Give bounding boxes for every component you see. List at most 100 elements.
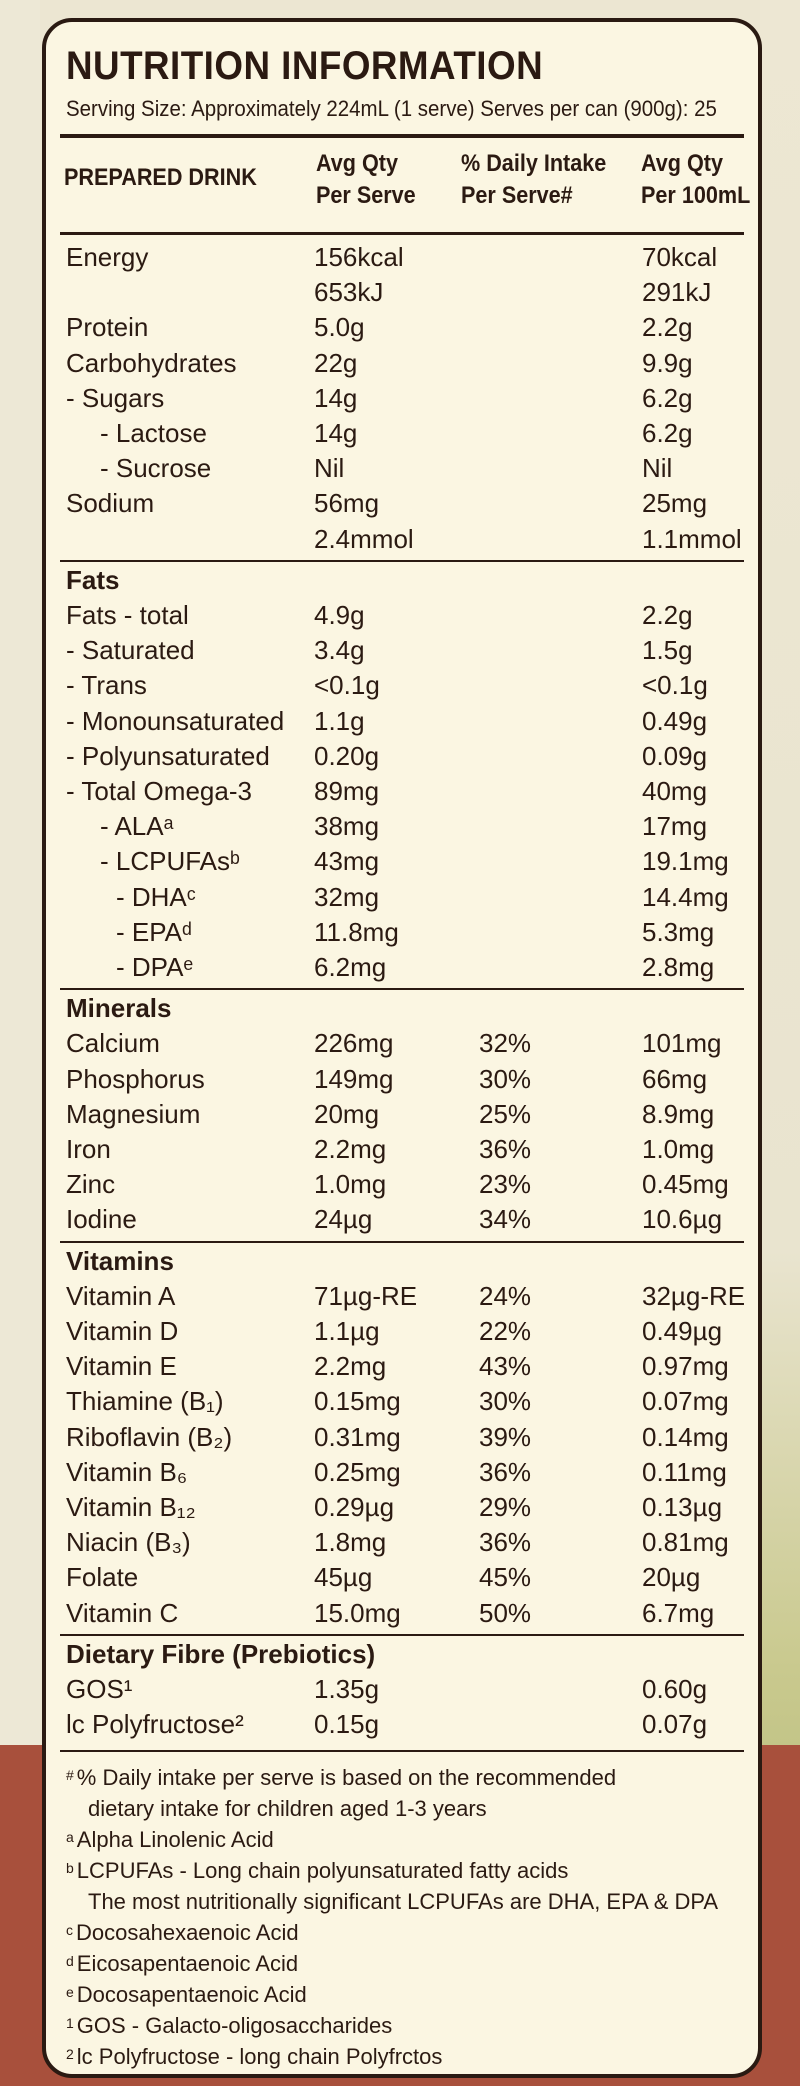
nutrient-name: Fats - total xyxy=(66,600,189,630)
footnotes: #% Daily intake per serve is based on th… xyxy=(66,1762,746,2072)
footnote-marker: c xyxy=(66,1922,73,1939)
nutrition-panel: NUTRITION INFORMATION Serving Size: Appr… xyxy=(42,18,762,2078)
daily-intake: 23% xyxy=(479,1169,532,1200)
footnote-text: GOS - Galacto-oligosaccharides xyxy=(76,2013,393,2039)
nutrient-row: - Sugars 14g 6.2g xyxy=(46,381,758,416)
amount-per-100ml: 2.2g xyxy=(642,600,693,630)
daily-intake: 24% xyxy=(479,1280,532,1311)
amount-per-100ml: 19.1mg xyxy=(642,846,729,877)
footnote: d Eicosapentaenoic Acid xyxy=(66,1948,746,1979)
amount-per-100ml: 14.4mg xyxy=(642,881,729,912)
amount-per-100ml: 1.1mmol xyxy=(642,523,742,554)
footnote: 2 lc Polyfructose - long chain Polyfrctos xyxy=(66,2041,746,2072)
daily-intake: 50% xyxy=(479,1597,532,1628)
amount-per-100ml: 0.49µg xyxy=(642,1316,723,1346)
daily-intake: 45% xyxy=(479,1562,532,1593)
nutrient-row: GOS¹ 1.35g 0.60g xyxy=(46,1672,758,1707)
nutrient-name: lc Polyfructose² xyxy=(66,1709,244,1740)
amount-per-serve: 1.1g xyxy=(314,705,365,736)
nutrient-name: Energy xyxy=(66,242,149,272)
nutrient-name: Calcium xyxy=(66,1028,160,1059)
nutrient-name: - EPAᵈ xyxy=(116,916,192,947)
amount-per-serve: 43mg xyxy=(314,846,380,877)
footnote: 1 GOS - Galacto-oligosaccharides xyxy=(66,2010,746,2041)
nutrient-name: Thiamine (B₁) xyxy=(66,1386,224,1417)
section-heading: Minerals xyxy=(46,991,758,1026)
footnote: c Docosahexaenoic Acid xyxy=(66,1917,746,1948)
daily-intake: 43% xyxy=(479,1351,532,1382)
amount-per-100ml: 9.9g xyxy=(642,347,693,378)
nutrient-row: - Polyunsaturated 0.20g 0.09g xyxy=(46,739,758,774)
footnote-text: LCPUFAs - Long chain polyunsaturated fat… xyxy=(76,1858,569,1884)
nutrient-name: Vitamin D xyxy=(66,1316,179,1346)
nutrient-row: Magnesium 20mg 25% 8.9mg xyxy=(46,1097,758,1132)
amount-per-serve: 1.0mg xyxy=(314,1169,387,1200)
section-divider xyxy=(60,559,744,562)
footnote-marker: 2 xyxy=(66,2046,74,2063)
nutrient-row: - Sucrose Nil Nil xyxy=(46,451,758,486)
footnote-marker: a xyxy=(66,1829,74,1846)
nutrient-row: Vitamin A 71µg-RE 24% 32µg-RE xyxy=(46,1279,758,1314)
nutrient-row: Vitamin C 15.0mg 50% 6.7mg xyxy=(46,1596,758,1631)
nutrient-name: Protein xyxy=(66,312,149,343)
amount-per-100ml: 101mg xyxy=(642,1028,722,1059)
header-avg-qty-serve: Avg Qty Per Serve xyxy=(316,150,416,209)
amount-per-serve: 24µg xyxy=(314,1204,373,1235)
amount-per-serve: 0.25mg xyxy=(314,1456,401,1487)
nutrient-row: Vitamin D 1.1µg 22% 0.49µg xyxy=(46,1314,758,1349)
daily-intake: 22% xyxy=(479,1316,532,1346)
nutrient-name: - DPAᵉ xyxy=(116,952,194,982)
daily-intake: 36% xyxy=(479,1134,532,1164)
footnote: b LCPUFAs - Long chain polyunsaturated fa… xyxy=(66,1855,746,1886)
amount-per-serve: 20mg xyxy=(314,1098,380,1129)
amount-per-100ml: 32µg-RE xyxy=(642,1280,746,1311)
footnote-text: % Daily intake per serve is based on the… xyxy=(76,1765,617,1791)
amount-per-serve: 5.0g xyxy=(314,312,365,343)
nutrient-name: Iodine xyxy=(66,1204,137,1235)
amount-per-serve: 56mg xyxy=(314,488,380,519)
table-header: PREPARED DRINK Avg Qty Per Serve % Daily… xyxy=(46,148,758,238)
amount-per-100ml: 0.13µg xyxy=(642,1492,723,1522)
amount-per-100ml: 10.6µg xyxy=(642,1204,723,1235)
nutrient-row: - DHAᶜ 32mg 14.4mg xyxy=(46,880,758,915)
amount-per-serve: <0.1g xyxy=(314,670,380,701)
amount-per-100ml: 6.7mg xyxy=(642,1597,715,1628)
amount-per-serve: 0.15mg xyxy=(314,1386,401,1417)
nutrient-row: Protein 5.0g 2.2g xyxy=(46,310,758,345)
amount-per-serve: 653kJ xyxy=(314,277,384,308)
amount-per-serve: 45µg xyxy=(314,1562,373,1593)
footnote-text: lc Polyfructose - long chain Polyfrctos xyxy=(76,2044,443,2070)
background-right xyxy=(760,0,800,2086)
amount-per-100ml: 66mg xyxy=(642,1063,708,1094)
nutrient-row: Niacin (B₃) 1.8mg 36% 0.81mg xyxy=(46,1525,758,1560)
amount-per-serve: 226mg xyxy=(314,1028,394,1059)
nutrient-row: Thiamine (B₁) 0.15mg 30% 0.07mg xyxy=(46,1384,758,1419)
footnote-text: dietary intake for children aged 1-3 yea… xyxy=(88,1796,487,1822)
nutrient-name: - Lactose xyxy=(100,418,207,448)
footnote: dietary intake for children aged 1-3 yea… xyxy=(66,1793,746,1824)
section-divider xyxy=(60,988,744,991)
daily-intake: 34% xyxy=(479,1204,532,1235)
amount-per-serve: 149mg xyxy=(314,1063,394,1094)
daily-intake: 29% xyxy=(479,1492,532,1522)
daily-intake: 39% xyxy=(479,1421,532,1452)
amount-per-serve: 1.1µg xyxy=(314,1316,380,1346)
amount-per-serve: 0.15g xyxy=(314,1709,380,1740)
amount-per-serve: 6.2mg xyxy=(314,952,387,982)
amount-per-100ml: 0.49g xyxy=(642,705,708,736)
nutrient-name: Vitamin A xyxy=(66,1280,176,1311)
footnote: e Docosapentaenoic Acid xyxy=(66,1979,746,2010)
nutrient-row: Folate 45µg 45% 20µg xyxy=(46,1560,758,1595)
nutrient-name: - Sugars xyxy=(66,382,165,413)
serving-info: Serving Size: Approximately 224mL (1 ser… xyxy=(66,96,717,121)
nutrient-name: - LCPUFAsᵇ xyxy=(100,846,240,877)
nutrient-name: Folate xyxy=(66,1562,139,1593)
amount-per-serve: 3.4g xyxy=(314,635,365,666)
nutrient-row: - Total Omega-3 89mg 40mg xyxy=(46,774,758,809)
nutrient-name: Vitamins xyxy=(66,1245,174,1276)
amount-per-serve: 15.0mg xyxy=(314,1597,401,1628)
amount-per-serve: 22g xyxy=(314,347,358,378)
nutrient-row: 653kJ 291kJ xyxy=(46,275,758,310)
amount-per-serve: 1.35g xyxy=(314,1674,380,1704)
nutrient-name: GOS¹ xyxy=(66,1674,133,1704)
